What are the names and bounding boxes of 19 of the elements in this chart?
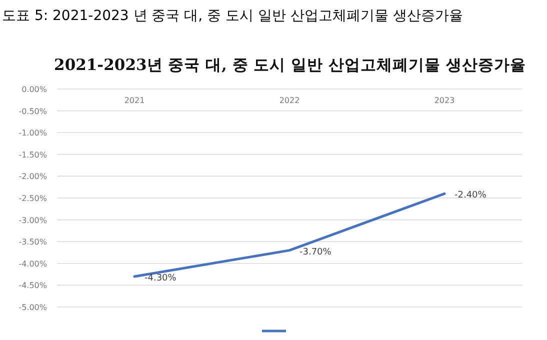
- x-tick-label: 2023: [434, 96, 455, 105]
- data-label: -4.30%: [144, 273, 177, 284]
- y-tick-label: -5.00%: [18, 303, 48, 312]
- y-tick-label: -1.00%: [18, 128, 48, 138]
- y-tick-label: -2.50%: [18, 194, 48, 203]
- y-tick-label: -1.50%: [18, 150, 48, 160]
- data-label: -3.70%: [300, 247, 332, 258]
- y-tick-label: -3.00%: [18, 216, 48, 225]
- y-tick-label: -4.50%: [18, 281, 48, 290]
- chart-subtitle: 2021-2023년 중국 대, 중 도시 일반 산업고체폐기물 생산증가율: [54, 55, 526, 74]
- y-tick-label: -3.50%: [18, 238, 48, 247]
- y-tick-label: 0.00%: [22, 85, 48, 94]
- x-tick-label: 2021: [124, 96, 145, 105]
- x-tick-label: 2022: [279, 96, 300, 105]
- chart-title: 도표 5: 2021-2023 년 중국 대, 중 도시 일반 산업고체폐기물 생산증가율: [2, 8, 463, 24]
- y-tick-label: -4.00%: [18, 259, 48, 268]
- y-tick-label: -0.50%: [18, 106, 48, 116]
- data-label: -2.40%: [454, 190, 487, 201]
- y-tick-label: -2.00%: [18, 172, 48, 182]
